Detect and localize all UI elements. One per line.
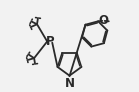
Text: P: P — [46, 35, 54, 48]
Text: N: N — [64, 77, 75, 90]
Text: O: O — [98, 14, 108, 27]
